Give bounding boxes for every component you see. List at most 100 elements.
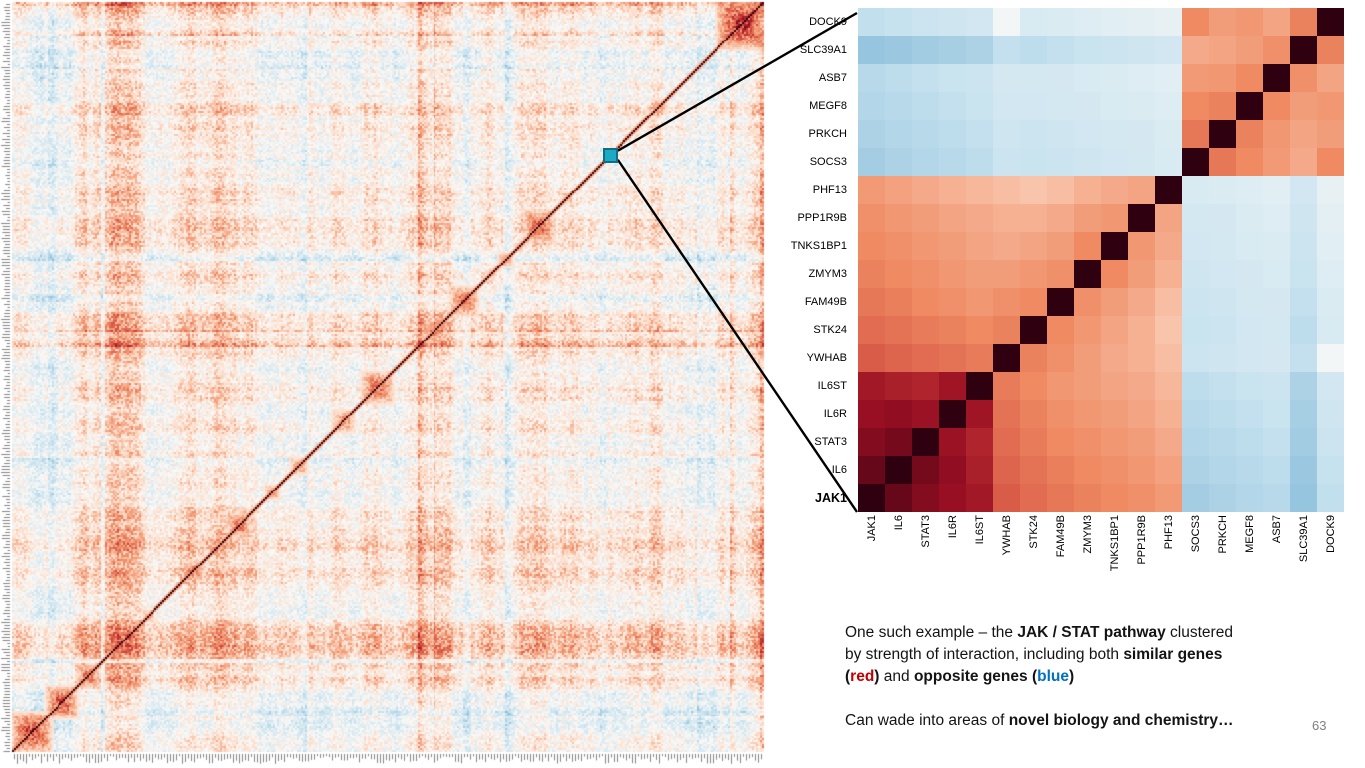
heatmap-cell [993, 64, 1020, 92]
heatmap-cell [912, 232, 939, 260]
heatmap-cell [1074, 400, 1101, 428]
caption-segment: JAK / STAT pathway [1017, 624, 1166, 641]
heatmap-cell [1263, 260, 1290, 288]
heatmap-cell [1290, 344, 1317, 372]
heatmap-cell [1101, 400, 1128, 428]
heatmap-cell [1209, 484, 1236, 512]
heatmap-cell [1236, 92, 1263, 120]
heatmap-cell [1074, 92, 1101, 120]
heatmap-cell [858, 64, 885, 92]
heatmap-cell [993, 176, 1020, 204]
heatmap-cell [1074, 456, 1101, 484]
heatmap-cell [966, 92, 993, 120]
heatmap-cell [858, 8, 885, 36]
heatmap-cell [1209, 8, 1236, 36]
gene-col-labels: JAK1 IL6 STAT3 IL6R IL6ST YWHAB STK24 FAM49B ZMY… [858, 515, 1344, 611]
heatmap-cell [966, 456, 993, 484]
row-label-stk24: STK24 [813, 324, 847, 336]
heatmap-cell [1101, 120, 1128, 148]
heatmap-cell [1290, 400, 1317, 428]
heatmap-cell [966, 372, 993, 400]
heatmap-cell [1128, 400, 1155, 428]
heatmap-cell [912, 148, 939, 176]
heatmap-cell [1155, 372, 1182, 400]
heatmap-cell [939, 232, 966, 260]
heatmap-cell [1317, 232, 1344, 260]
heatmap-cell [1236, 260, 1263, 288]
heatmap-cell [1209, 316, 1236, 344]
heatmap-cell [1290, 148, 1317, 176]
heatmap-cell [993, 8, 1020, 36]
heatmap-cell [1317, 428, 1344, 456]
heatmap-cell [1074, 316, 1101, 344]
heatmap-cell [1209, 232, 1236, 260]
caption-segment: ) [874, 668, 880, 685]
heatmap-cell [1155, 400, 1182, 428]
heatmap-cell [1182, 316, 1209, 344]
heatmap-cell [1263, 176, 1290, 204]
heatmap-cell [858, 344, 885, 372]
heatmap-cell [1020, 484, 1047, 512]
heatmap-cell [1074, 8, 1101, 36]
heatmap-cell [966, 64, 993, 92]
heatmap-cell [1182, 176, 1209, 204]
heatmap-cell [1155, 204, 1182, 232]
heatmap-cell [939, 64, 966, 92]
heatmap-cell [1209, 176, 1236, 204]
heatmap-cell [1236, 8, 1263, 36]
heatmap-cell [885, 36, 912, 64]
heatmap-cell [993, 316, 1020, 344]
genome-heatmap-canvas [0, 0, 772, 768]
gene-row-labels: DOCK9 SLC39A1 ASB7 MEGF8 PRKCH SOCS3 PHF13 PPP1… [766, 8, 854, 512]
heatmap-cell [1317, 64, 1344, 92]
heatmap-cell [885, 120, 912, 148]
caption-segment: One such example – the [845, 624, 1018, 641]
row-label-zmym3: ZMYM3 [808, 268, 848, 280]
col-label-il6: IL6 [892, 515, 905, 531]
col-label-socs3: SOCS3 [1189, 515, 1202, 553]
heatmap-cell [1020, 8, 1047, 36]
heatmap-cell [1290, 92, 1317, 120]
caption: One such example – the JAK / STAT pathwa… [845, 622, 1350, 732]
heatmap-cell [858, 316, 885, 344]
heatmap-cell [1101, 8, 1128, 36]
heatmap-cell [1290, 204, 1317, 232]
heatmap-cell [993, 288, 1020, 316]
heatmap-cell [912, 176, 939, 204]
heatmap-cell [912, 64, 939, 92]
heatmap-cell [885, 176, 912, 204]
heatmap-cell [1317, 316, 1344, 344]
heatmap-cell [1128, 344, 1155, 372]
col-label-ywhab: YWHAB [1000, 515, 1013, 556]
heatmap-cell [1290, 232, 1317, 260]
heatmap-cell [993, 120, 1020, 148]
heatmap-cell [939, 148, 966, 176]
caption-segment: clustered [1165, 624, 1233, 641]
heatmap-cell [858, 36, 885, 64]
heatmap-cell [1047, 456, 1074, 484]
heatmap-cell [1074, 232, 1101, 260]
row-label-il6: IL6 [831, 464, 847, 476]
heatmap-cell [993, 204, 1020, 232]
heatmap-cell [1020, 36, 1047, 64]
heatmap-cell [1155, 64, 1182, 92]
heatmap-cell [993, 92, 1020, 120]
col-label-stat3: STAT3 [919, 515, 932, 548]
heatmap-cell [1263, 204, 1290, 232]
heatmap-cell [1047, 316, 1074, 344]
caption-segment: blue [1037, 668, 1069, 685]
heatmap-cell [1236, 64, 1263, 92]
heatmap-cell [858, 484, 885, 512]
heatmap-cell [1182, 400, 1209, 428]
heatmap-cell [1128, 316, 1155, 344]
heatmap-cell [1020, 148, 1047, 176]
heatmap-cell [939, 316, 966, 344]
heatmap-cell [1236, 204, 1263, 232]
heatmap-cell [1047, 204, 1074, 232]
row-label-socs3: SOCS3 [809, 156, 847, 168]
heatmap-cell [1047, 260, 1074, 288]
heatmap-cell [912, 428, 939, 456]
heatmap-cell [993, 232, 1020, 260]
heatmap-cell [1182, 92, 1209, 120]
